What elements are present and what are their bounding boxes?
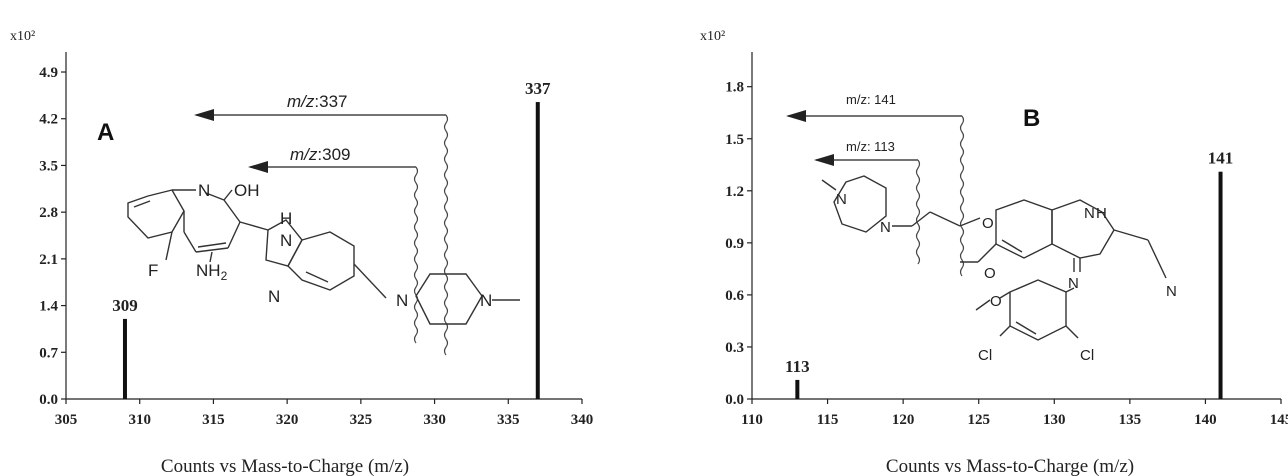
atom-nh2: NH2: [196, 261, 228, 283]
cleavage-line-337: [443, 114, 449, 356]
x-tick-label-a: 315: [202, 412, 225, 428]
y-tick-label-a: 0.7: [39, 345, 58, 361]
y-tick-label-a: 2.1: [39, 252, 58, 268]
atom-nh-n: N: [1084, 205, 1095, 222]
x-tick-label-b: 125: [967, 412, 990, 428]
x-tick-label-b: 140: [1194, 412, 1217, 428]
atom-n-pip1: N: [396, 291, 408, 310]
panel-a: x10² 305 310 315 320 325 330 335 340 0.0 0.7 1.4 2.…: [10, 29, 593, 476]
atom-f: F: [148, 261, 158, 280]
y-tick-label-a: 2.8: [39, 205, 58, 221]
atom-n-pip2: N: [480, 291, 492, 310]
atom-n-imid1: N: [280, 231, 292, 250]
cleavage-line-141: [959, 115, 965, 277]
peak-bar-309: [122, 318, 127, 399]
cleavage-line-113: [915, 159, 921, 265]
pyridine-ring-b: [1051, 199, 1115, 259]
annotation-309-value: :309: [317, 145, 350, 164]
structure-b: N H N N O O O Cl Cl N N: [821, 175, 1177, 364]
x-tick-label-a: 330: [423, 412, 446, 428]
x-tick-label-a: 335: [497, 412, 520, 428]
annotation-337-value: :337: [314, 92, 347, 111]
x-tick-label-b: 115: [817, 412, 839, 428]
x-tick-label-a: 320: [276, 412, 299, 428]
y-tick-label-b: 0.0: [725, 392, 744, 408]
peak-bar-113: [795, 379, 800, 399]
y-tick-label-b: 0.3: [725, 340, 744, 356]
quinoline-ring-b: [995, 199, 1053, 259]
x-axis-label-b: Counts vs Mass-to-Charge (m/z): [886, 456, 1134, 476]
atom-cn-n: N: [1166, 283, 1177, 300]
svg-text:m/z:337: m/z:337: [287, 92, 347, 111]
peak-label-309: 309: [112, 296, 138, 315]
y-tick-label-b: 0.6: [725, 288, 744, 304]
annotation-141-text: m/z: 141: [846, 92, 896, 107]
y-tick-label-b: 1.2: [725, 184, 744, 200]
aniline-ring-b: [1009, 279, 1067, 341]
atom-o2: O: [984, 265, 996, 282]
atom-n-imid2: N: [268, 287, 280, 306]
structure-a: N OH F NH2 H N N N N: [127, 181, 520, 325]
atom-imine-n: N: [1068, 275, 1079, 292]
panel-b: x10² 110 115 120 125 130 135 140 145 0.0 0.3 0.6 0.…: [700, 29, 1288, 476]
atom-cl1: Cl: [978, 347, 992, 364]
peaks-a: 309 337: [112, 79, 551, 399]
atom-o3: O: [990, 293, 1002, 310]
annotation-309-prefix: m/z: [290, 145, 318, 164]
atom-pip-n2: N: [880, 219, 891, 236]
annotation-113-text: m/z: 113: [846, 139, 895, 154]
peak-label-337: 337: [525, 79, 551, 98]
benzene-ring-a: [127, 189, 185, 239]
atom-o1: O: [982, 215, 994, 232]
y-tick-label-b: 1.5: [725, 132, 744, 148]
atom-oh: OH: [234, 181, 260, 200]
y-multiplier-label-b: x10²: [700, 29, 725, 44]
peak-label-141: 141: [1208, 149, 1234, 168]
x-tick-label-b: 110: [741, 412, 763, 428]
y-multiplier-label-a: x10²: [10, 29, 35, 44]
y-tick-label-b: 1.8: [725, 80, 744, 96]
y-tick-label-b: 0.9: [725, 236, 744, 252]
annotation-337-prefix: m/z: [287, 92, 315, 111]
y-tick-label-a: 4.2: [39, 112, 58, 128]
peaks-b: 113 141: [785, 149, 1233, 399]
x-axis-label-a: Counts vs Mass-to-Charge (m/z): [161, 456, 409, 476]
atom-nh-h: H: [1096, 205, 1107, 222]
atom-pip-n1: N: [836, 191, 847, 208]
ticks-a: 305 310 315 320 325 330 335 340 0.0 0.7 1.4 2.1 2.8 3…: [39, 65, 593, 428]
svg-text:m/z:309: m/z:309: [290, 145, 350, 164]
x-tick-label-a: 340: [571, 412, 594, 428]
peak-bar-141: [1218, 171, 1223, 399]
piperazine-ring-b: [833, 175, 887, 233]
panel-label-b: B: [1023, 105, 1040, 132]
x-tick-label-b: 145: [1270, 412, 1288, 428]
x-tick-label-b: 135: [1119, 412, 1142, 428]
annotation-141: m/z: 141: [786, 92, 965, 277]
y-tick-label-a: 3.5: [39, 158, 58, 174]
y-tick-label-a: 1.4: [39, 299, 58, 315]
y-tick-label-a: 0.0: [39, 392, 58, 408]
benzimidazole-ring-a: [287, 231, 355, 291]
atom-n-top: N: [198, 181, 210, 200]
panel-label-a: A: [97, 119, 114, 146]
annotation-309: m/z:309: [248, 145, 419, 344]
ticks-b: 110 115 120 125 130 135 140 145 0.0 0.3 0.6 0.9 1.2 1…: [725, 80, 1288, 428]
x-tick-label-b: 130: [1043, 412, 1066, 428]
x-tick-label-a: 325: [350, 412, 373, 428]
atom-h: H: [280, 209, 292, 228]
annotation-113: m/z: 113: [814, 139, 921, 265]
peak-bar-337: [535, 102, 540, 399]
atom-cl2: Cl: [1080, 347, 1094, 364]
y-tick-label-a: 4.9: [39, 65, 58, 81]
piperazine-ring-a: [415, 273, 483, 325]
x-tick-label-b: 120: [892, 412, 915, 428]
peak-label-113: 113: [785, 357, 810, 376]
x-tick-label-a: 310: [128, 412, 151, 428]
cleavage-line-309: [413, 166, 419, 344]
annotation-337: m/z:337: [194, 92, 449, 356]
x-tick-label-a: 305: [55, 412, 78, 428]
